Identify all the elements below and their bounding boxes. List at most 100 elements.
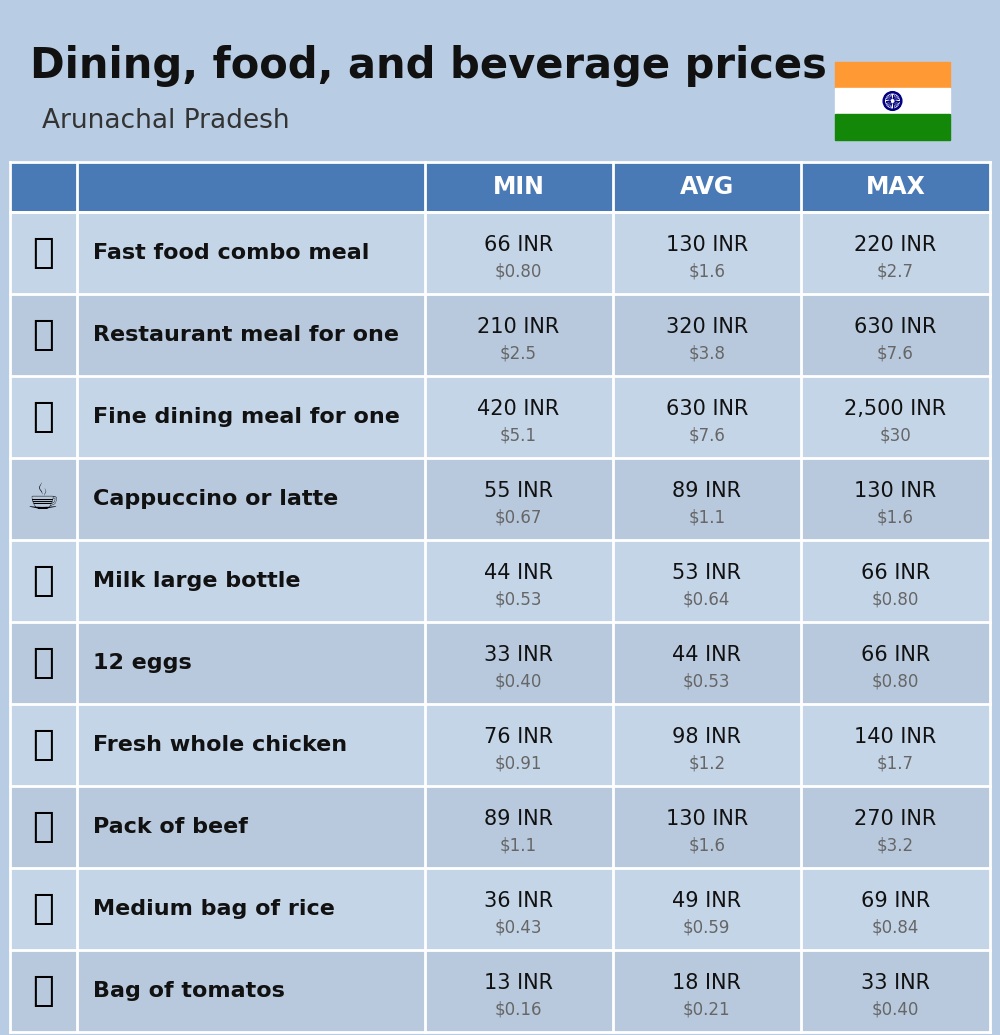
Text: 🍅: 🍅 bbox=[33, 974, 54, 1008]
Text: 130 INR: 130 INR bbox=[854, 481, 937, 501]
Bar bbox=[801, 950, 990, 1032]
Text: 210 INR: 210 INR bbox=[477, 317, 560, 336]
Text: $0.53: $0.53 bbox=[683, 672, 731, 690]
Text: 🍚: 🍚 bbox=[33, 892, 54, 926]
Text: 33 INR: 33 INR bbox=[484, 645, 553, 664]
Text: $5.1: $5.1 bbox=[500, 426, 537, 444]
Text: 76 INR: 76 INR bbox=[484, 727, 553, 747]
Text: 44 INR: 44 INR bbox=[672, 645, 741, 664]
Bar bbox=[801, 459, 990, 540]
Text: 89 INR: 89 INR bbox=[484, 808, 553, 829]
Text: 12 eggs: 12 eggs bbox=[93, 653, 191, 673]
Bar bbox=[801, 786, 990, 868]
Bar bbox=[613, 622, 801, 704]
Bar bbox=[613, 459, 801, 540]
Bar bbox=[77, 459, 425, 540]
Text: Fine dining meal for one: Fine dining meal for one bbox=[93, 407, 400, 427]
Text: $0.91: $0.91 bbox=[495, 755, 542, 772]
Text: Cappuccino or latte: Cappuccino or latte bbox=[93, 489, 338, 509]
Text: 🍽️: 🍽️ bbox=[33, 400, 54, 434]
Text: MAX: MAX bbox=[865, 175, 925, 199]
Text: 🍳: 🍳 bbox=[33, 318, 54, 352]
Bar bbox=[613, 704, 801, 786]
Text: $0.67: $0.67 bbox=[495, 508, 542, 526]
Text: $1.7: $1.7 bbox=[877, 755, 914, 772]
Text: $7.6: $7.6 bbox=[688, 426, 725, 444]
Bar bbox=[77, 786, 425, 868]
Text: 66 INR: 66 INR bbox=[861, 645, 930, 664]
Text: $1.6: $1.6 bbox=[688, 836, 725, 854]
Bar bbox=[425, 704, 613, 786]
Bar bbox=[613, 868, 801, 950]
Text: 130 INR: 130 INR bbox=[666, 235, 748, 255]
Text: 55 INR: 55 INR bbox=[484, 481, 553, 501]
Text: 130 INR: 130 INR bbox=[666, 808, 748, 829]
Text: 2,500 INR: 2,500 INR bbox=[844, 398, 946, 419]
Bar bbox=[10, 162, 77, 212]
Bar bbox=[10, 704, 77, 786]
Bar bbox=[77, 868, 425, 950]
Text: $1.1: $1.1 bbox=[688, 508, 725, 526]
Bar bbox=[77, 704, 425, 786]
Bar bbox=[613, 212, 801, 294]
Text: $0.40: $0.40 bbox=[872, 1000, 919, 1018]
Text: $0.80: $0.80 bbox=[872, 672, 919, 690]
Bar bbox=[801, 294, 990, 376]
Text: 66 INR: 66 INR bbox=[484, 235, 553, 255]
Bar bbox=[10, 868, 77, 950]
Bar bbox=[10, 622, 77, 704]
Bar bbox=[425, 212, 613, 294]
Text: 320 INR: 320 INR bbox=[666, 317, 748, 336]
Bar bbox=[801, 162, 990, 212]
Text: 630 INR: 630 INR bbox=[666, 398, 748, 419]
Bar bbox=[801, 868, 990, 950]
Text: $1.6: $1.6 bbox=[688, 262, 725, 280]
Circle shape bbox=[883, 92, 902, 111]
Text: $1.6: $1.6 bbox=[877, 508, 914, 526]
Bar bbox=[613, 294, 801, 376]
Text: 33 INR: 33 INR bbox=[861, 973, 930, 993]
Text: Restaurant meal for one: Restaurant meal for one bbox=[93, 325, 399, 345]
Text: $1.2: $1.2 bbox=[688, 755, 725, 772]
Text: 18 INR: 18 INR bbox=[672, 973, 741, 993]
Text: 🥚: 🥚 bbox=[33, 646, 54, 680]
Bar bbox=[77, 162, 425, 212]
Text: 140 INR: 140 INR bbox=[854, 727, 937, 747]
Bar bbox=[10, 294, 77, 376]
Text: $0.64: $0.64 bbox=[683, 590, 730, 608]
Text: Medium bag of rice: Medium bag of rice bbox=[93, 899, 335, 919]
Bar bbox=[613, 786, 801, 868]
Bar bbox=[613, 540, 801, 622]
Text: $0.80: $0.80 bbox=[872, 590, 919, 608]
Bar bbox=[77, 540, 425, 622]
Bar bbox=[425, 459, 613, 540]
Text: Dining, food, and beverage prices: Dining, food, and beverage prices bbox=[30, 45, 827, 87]
Text: Arunachal Pradesh: Arunachal Pradesh bbox=[42, 108, 290, 134]
Text: 🥩: 🥩 bbox=[33, 810, 54, 844]
Bar bbox=[425, 294, 613, 376]
Text: $0.53: $0.53 bbox=[495, 590, 542, 608]
Text: Pack of beef: Pack of beef bbox=[93, 817, 248, 837]
Bar bbox=[10, 459, 77, 540]
Text: 36 INR: 36 INR bbox=[484, 891, 553, 911]
Text: 🍔: 🍔 bbox=[33, 236, 54, 270]
Text: $2.7: $2.7 bbox=[877, 262, 914, 280]
Bar bbox=[10, 786, 77, 868]
Bar bbox=[10, 540, 77, 622]
Text: Fast food combo meal: Fast food combo meal bbox=[93, 243, 369, 263]
Text: 630 INR: 630 INR bbox=[854, 317, 937, 336]
Bar bbox=[801, 540, 990, 622]
Circle shape bbox=[886, 94, 899, 108]
Bar bbox=[10, 376, 77, 459]
Bar bbox=[425, 540, 613, 622]
Bar bbox=[425, 622, 613, 704]
Bar bbox=[801, 622, 990, 704]
Bar bbox=[77, 294, 425, 376]
Text: $3.8: $3.8 bbox=[688, 344, 725, 362]
Text: 49 INR: 49 INR bbox=[672, 891, 741, 911]
Bar bbox=[77, 950, 425, 1032]
Bar bbox=[10, 950, 77, 1032]
Bar bbox=[613, 162, 801, 212]
Text: 69 INR: 69 INR bbox=[861, 891, 930, 911]
Text: $0.43: $0.43 bbox=[495, 918, 542, 936]
